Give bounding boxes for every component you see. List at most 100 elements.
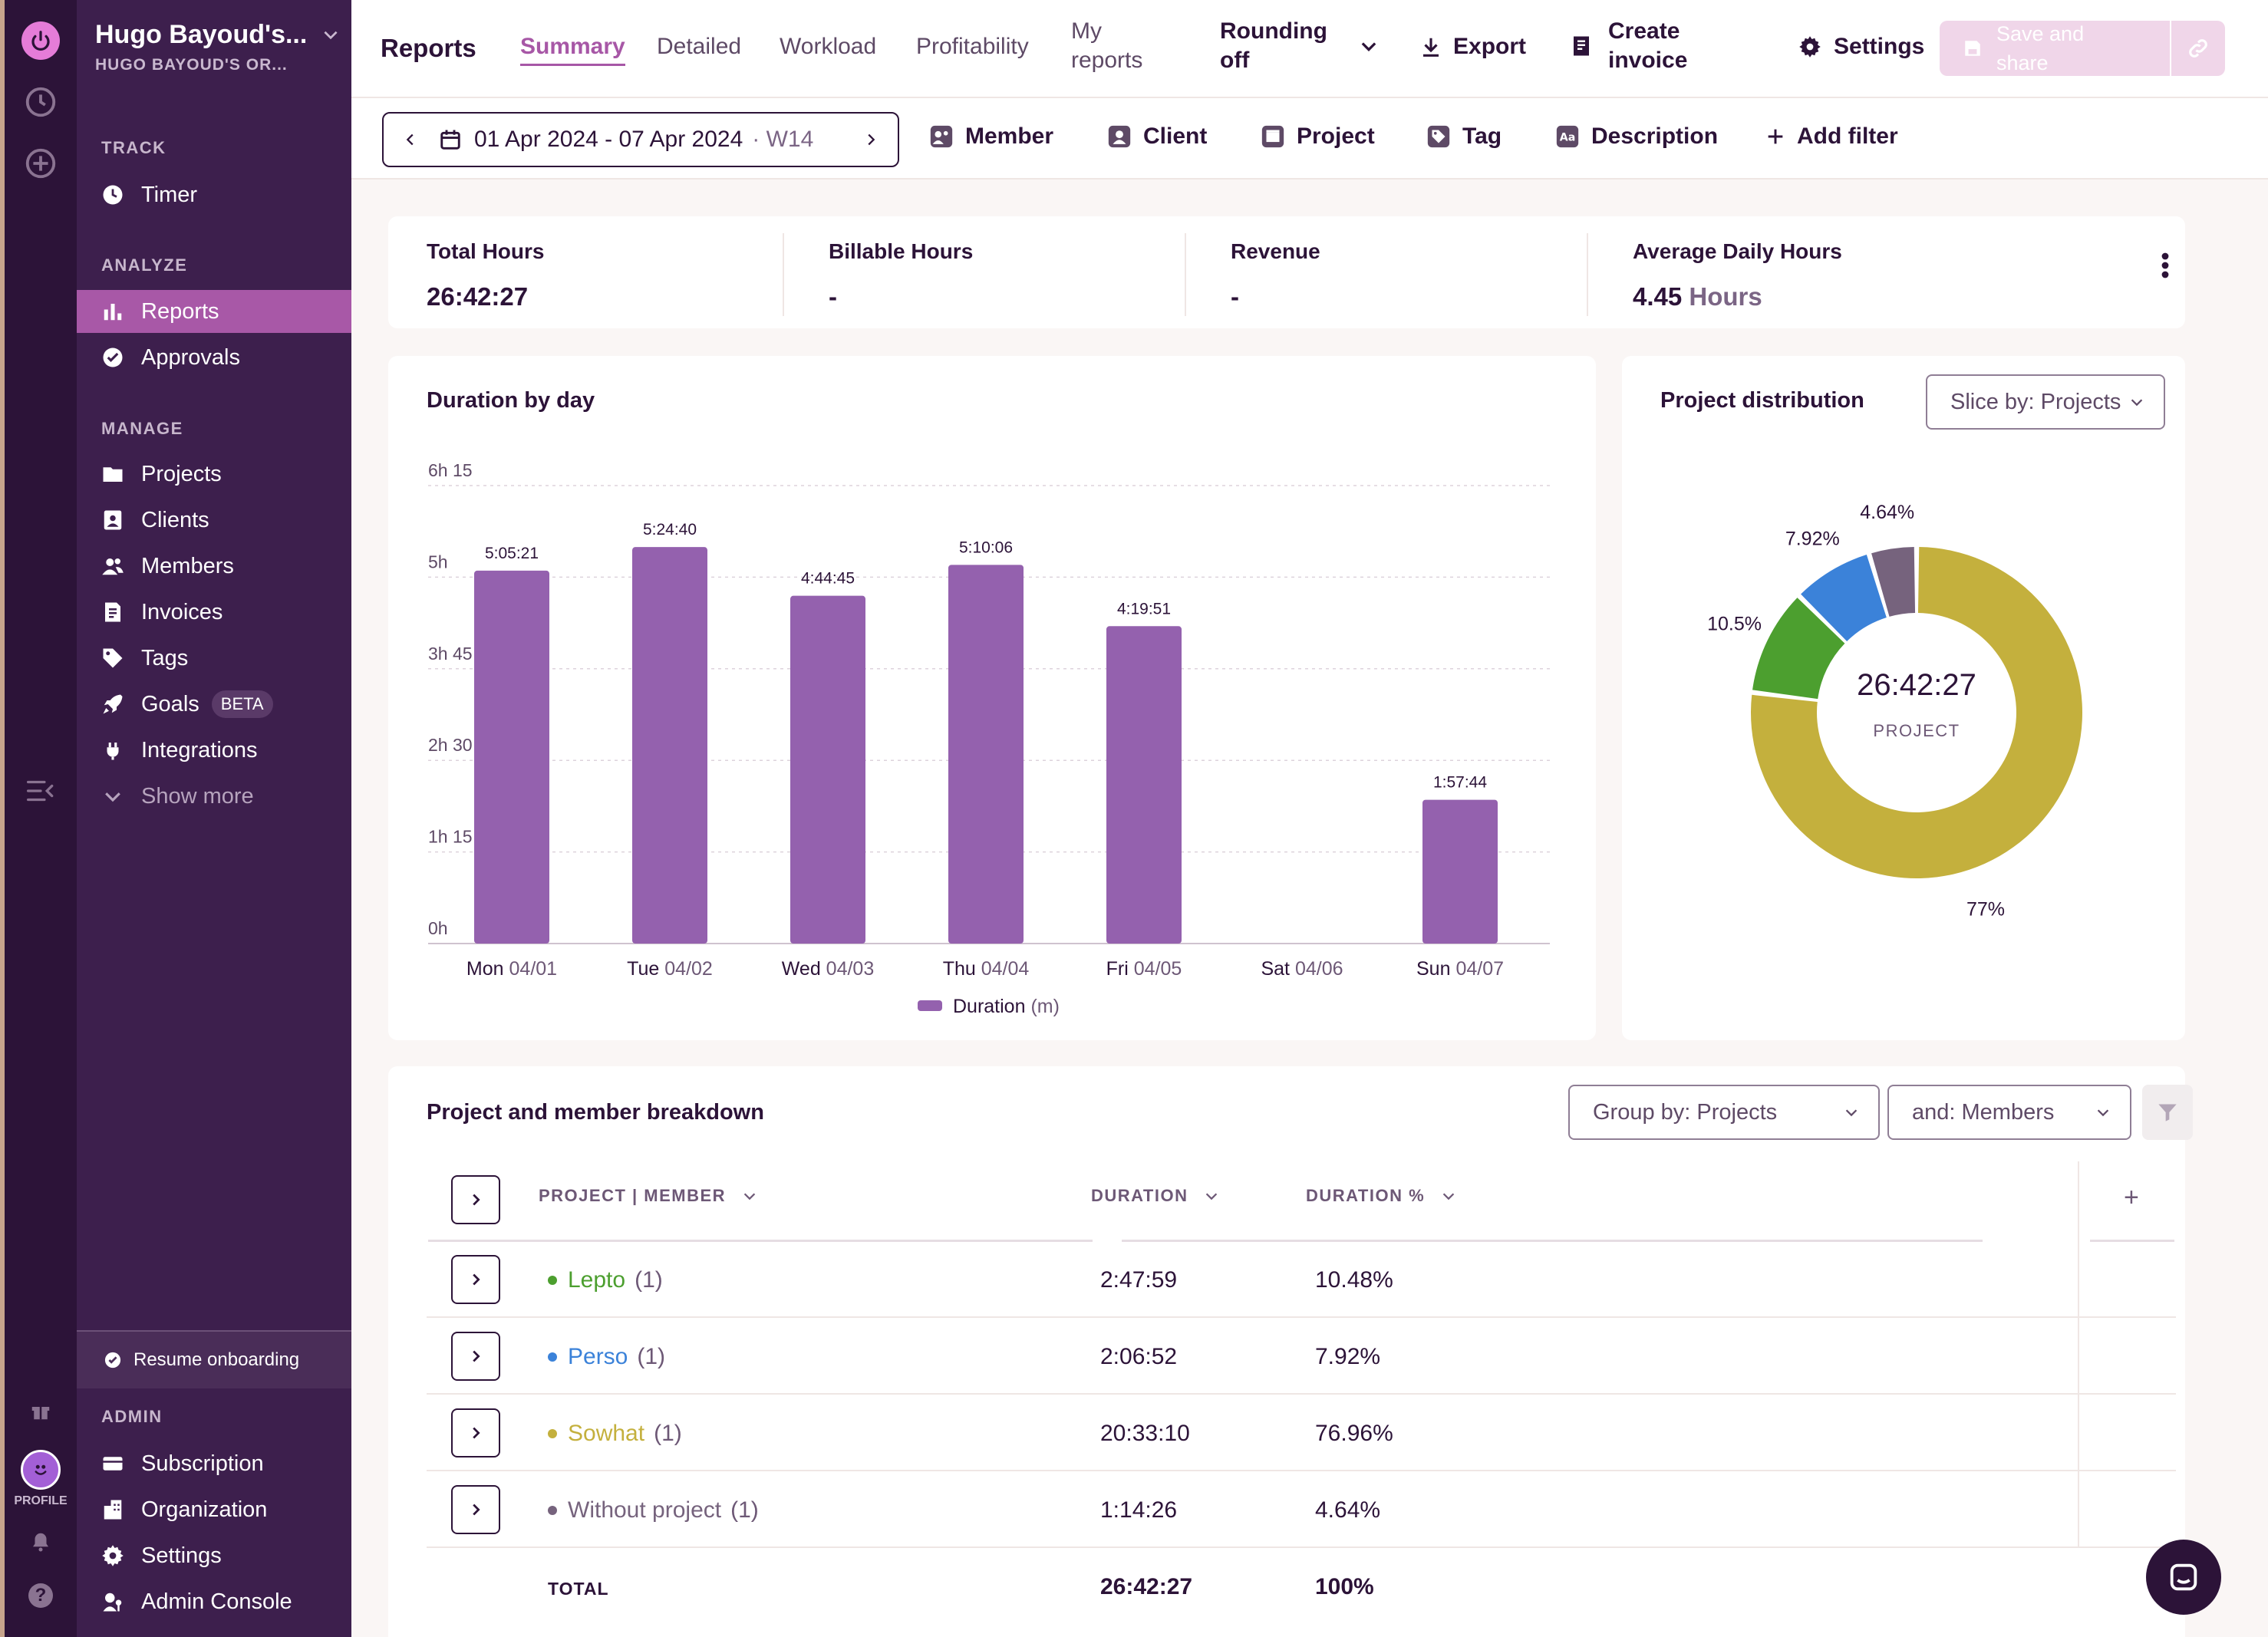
sidebar-item-goals[interactable]: Goals BETA bbox=[77, 683, 351, 726]
col-label: DURATION % bbox=[1306, 1186, 1426, 1205]
tab-workload[interactable]: Workload bbox=[780, 34, 877, 59]
sidebar-item-organization[interactable]: Organization bbox=[77, 1488, 351, 1531]
donut-slice[interactable] bbox=[1752, 598, 1845, 700]
more-options-icon[interactable] bbox=[2161, 252, 2170, 279]
resume-onboarding-button[interactable]: Resume onboarding bbox=[77, 1330, 351, 1388]
expand-row-button[interactable] bbox=[451, 1332, 500, 1381]
members-icon bbox=[102, 558, 124, 575]
donut-slice[interactable] bbox=[1751, 547, 2082, 878]
sidebar-item-integrations[interactable]: Integrations bbox=[77, 729, 351, 772]
create-invoice-button[interactable]: Create invoice bbox=[1570, 17, 1687, 75]
member-count: (1) bbox=[635, 1267, 663, 1293]
bar[interactable] bbox=[474, 570, 549, 944]
row-percent: 7.92% bbox=[1315, 1344, 1381, 1369]
filter-client[interactable]: Client bbox=[1106, 124, 1207, 150]
sidebar-item-reports[interactable]: Reports bbox=[77, 290, 351, 333]
add-filter-button[interactable]: Add filter bbox=[1765, 124, 1898, 150]
sidebar-item-subscription[interactable]: Subscription bbox=[77, 1442, 351, 1485]
bell-icon[interactable] bbox=[29, 1530, 52, 1554]
tab-summary[interactable]: Summary bbox=[520, 34, 625, 66]
sidebar-item-label: Projects bbox=[141, 461, 222, 486]
filter-button[interactable] bbox=[2142, 1085, 2193, 1140]
sidebar-item-clients[interactable]: Clients bbox=[77, 499, 351, 542]
my-reports-line2: reports bbox=[1071, 48, 1143, 73]
sidebar-item-label: Goals bbox=[141, 691, 199, 716]
tab-profitability[interactable]: Profitability bbox=[916, 34, 1029, 59]
expand-all-button[interactable] bbox=[451, 1175, 500, 1224]
table-row-project[interactable]: Without project (1) bbox=[548, 1497, 759, 1523]
chevron-down-icon bbox=[2131, 399, 2143, 407]
tag-icon bbox=[103, 648, 123, 668]
table-row-project[interactable]: Perso (1) bbox=[548, 1344, 665, 1370]
filter-label: Description bbox=[1591, 124, 1719, 149]
add-icon[interactable] bbox=[23, 146, 58, 181]
x-tick-label: Sat 04/06 bbox=[1261, 958, 1343, 980]
sub-group-dropdown[interactable]: and: Members bbox=[1887, 1085, 2131, 1140]
export-button[interactable]: Export bbox=[1419, 34, 1526, 60]
help-icon[interactable]: ? bbox=[28, 1583, 53, 1608]
filter-member[interactable]: Member bbox=[928, 124, 1053, 150]
sidebar-show-more[interactable]: Show more bbox=[77, 775, 351, 818]
rounding-dropdown[interactable]: Rounding off bbox=[1220, 17, 1380, 75]
profile-label: PROFILE bbox=[14, 1494, 68, 1507]
expand-row-button[interactable] bbox=[451, 1485, 500, 1534]
chevron-down-icon bbox=[324, 31, 338, 40]
divider bbox=[1587, 233, 1588, 316]
rounding-line2: off bbox=[1220, 48, 1250, 73]
gift-icon[interactable] bbox=[29, 1399, 52, 1422]
expand-row-button[interactable] bbox=[451, 1408, 500, 1457]
sidebar-item-invoices[interactable]: Invoices bbox=[77, 591, 351, 634]
power-icon[interactable] bbox=[21, 21, 60, 60]
sidebar-item-tags[interactable]: Tags bbox=[77, 637, 351, 680]
chat-widget-button[interactable] bbox=[2146, 1540, 2221, 1615]
expand-row-button[interactable] bbox=[451, 1255, 500, 1304]
filter-project[interactable]: Project bbox=[1260, 124, 1375, 150]
gear-icon bbox=[102, 1545, 124, 1566]
save-and-share-button[interactable]: Save and share bbox=[1940, 21, 2170, 76]
sidebar-item-settings[interactable]: Settings bbox=[77, 1534, 351, 1577]
table-row-project[interactable]: Sowhat (1) bbox=[548, 1421, 682, 1447]
sidebar-item-timer[interactable]: Timer bbox=[77, 173, 351, 216]
filter-description[interactable]: Aa Description bbox=[1554, 124, 1718, 150]
filter-tag[interactable]: Tag bbox=[1426, 124, 1502, 150]
donut-slice[interactable] bbox=[1871, 547, 1916, 617]
tab-my-reports[interactable]: My reports bbox=[1071, 17, 1142, 75]
slice-by-dropdown[interactable]: Slice by: Projects bbox=[1926, 374, 2165, 430]
donut-slice[interactable] bbox=[1801, 555, 1887, 642]
project-color-dot bbox=[548, 1352, 557, 1362]
project-name: Sowhat bbox=[568, 1421, 645, 1446]
group-by-dropdown[interactable]: Group by: Projects bbox=[1568, 1085, 1880, 1140]
collapse-sidebar-icon[interactable] bbox=[25, 777, 56, 805]
stat-unit: Hours bbox=[1689, 282, 1762, 311]
bar[interactable] bbox=[1422, 799, 1498, 944]
chevron-left-icon[interactable] bbox=[402, 131, 419, 148]
sidebar-item-approvals[interactable]: Approvals bbox=[77, 336, 351, 379]
chevron-down-icon bbox=[2097, 1109, 2109, 1117]
workspace-switcher[interactable]: Hugo Bayoud's... HUGO BAYOUD'S OR... bbox=[95, 20, 341, 78]
building-icon bbox=[104, 1500, 122, 1520]
settings-button[interactable]: Settings bbox=[1798, 34, 1924, 60]
save-line1: Save and bbox=[1996, 22, 2085, 45]
section-manage: MANAGE bbox=[101, 419, 183, 438]
sidebar-item-members[interactable]: Members bbox=[77, 545, 351, 588]
bar[interactable] bbox=[948, 565, 1024, 944]
bar[interactable] bbox=[632, 547, 707, 944]
copy-link-button[interactable] bbox=[2171, 21, 2225, 76]
date-range-picker[interactable]: 01 Apr 2024 - 07 Apr 2024 · W14 bbox=[382, 112, 899, 167]
avatar[interactable] bbox=[21, 1450, 61, 1490]
col-duration[interactable]: DURATION bbox=[1091, 1186, 1220, 1206]
sidebar-item-label: Subscription bbox=[141, 1451, 264, 1476]
col-project-member[interactable]: PROJECT | MEMBER bbox=[539, 1186, 758, 1206]
bar[interactable] bbox=[790, 595, 865, 944]
tab-detailed[interactable]: Detailed bbox=[657, 34, 742, 59]
header-underline bbox=[2090, 1240, 2174, 1242]
add-column-button[interactable]: + bbox=[2124, 1183, 2139, 1212]
sidebar-item-projects[interactable]: Projects bbox=[77, 453, 351, 496]
bar[interactable] bbox=[1106, 626, 1182, 944]
table-row-project[interactable]: Lepto (1) bbox=[548, 1267, 663, 1293]
chevron-right-icon[interactable] bbox=[862, 131, 879, 148]
history-icon[interactable] bbox=[23, 84, 58, 120]
sidebar-item-admin-console[interactable]: Admin Console bbox=[77, 1580, 351, 1623]
col-duration-percent[interactable]: DURATION % bbox=[1306, 1186, 1457, 1206]
stat-revenue: Revenue - bbox=[1231, 239, 1320, 311]
